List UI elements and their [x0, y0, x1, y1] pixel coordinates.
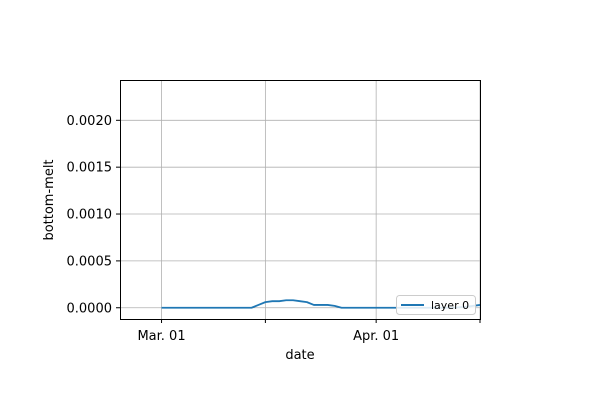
legend: layer 0 — [396, 295, 476, 315]
legend-label: layer 0 — [431, 299, 469, 312]
y-axis-ticks: 0.0000 0.0005 0.0010 0.0015 0.0020 — [67, 114, 120, 316]
x-tick-label: Mar. 01 — [137, 329, 185, 344]
x-tick-label: Apr. 01 — [353, 329, 399, 344]
plot-frame — [120, 80, 481, 320]
x-axis-ticks: Mar. 01 Apr. 01 — [137, 319, 481, 344]
legend-box — [396, 295, 476, 315]
y-tick-label: 0.0010 — [67, 208, 113, 223]
y-axis-label: bottom-melt — [42, 159, 57, 240]
x-axis-label: date — [285, 348, 314, 363]
y-tick-label: 0.0020 — [67, 114, 113, 129]
y-tick-label: 0.0000 — [67, 301, 113, 316]
y-tick-label: 0.0015 — [67, 161, 113, 176]
y-tick-label: 0.0005 — [67, 254, 113, 269]
